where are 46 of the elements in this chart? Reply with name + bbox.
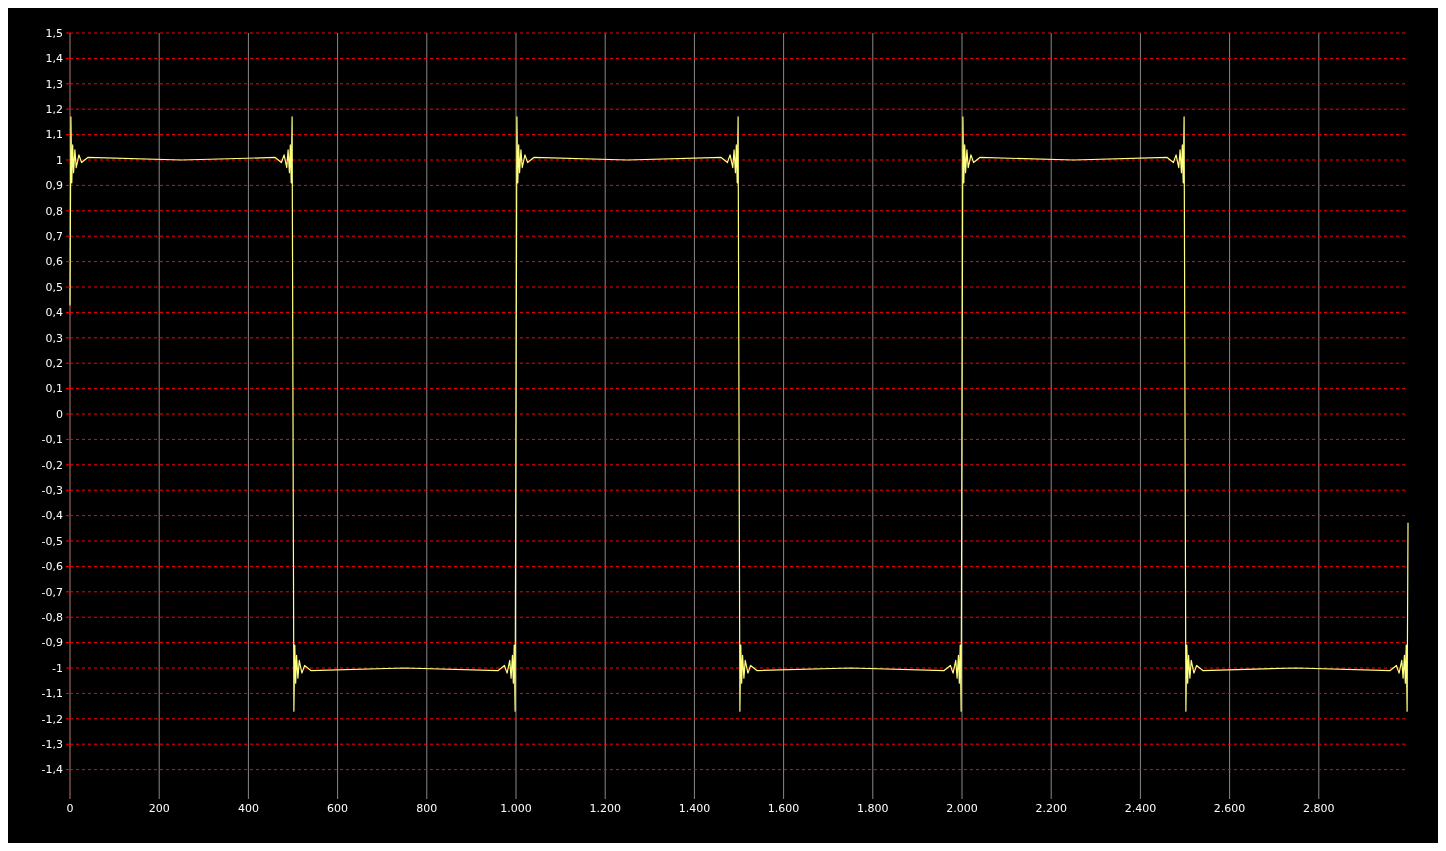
y-tick-label: -0,5 xyxy=(41,534,63,548)
y-tick-label: -0,7 xyxy=(41,585,63,599)
y-tick-label: 0,8 xyxy=(45,204,63,218)
x-tick-label: 200 xyxy=(148,802,170,815)
y-tick-label: 0 xyxy=(56,407,63,421)
x-tick-label: 800 xyxy=(416,802,438,815)
line-series xyxy=(69,116,1409,712)
y-tick-label: -1,2 xyxy=(41,712,63,726)
y-tick-label: 0,2 xyxy=(45,357,63,371)
x-tick-label: 0 xyxy=(66,802,74,815)
y-tick-label: -1,4 xyxy=(41,763,63,777)
y-tick-label: -0,6 xyxy=(41,560,63,574)
y-tick-label: 1,4 xyxy=(45,52,63,66)
x-tick-label: 2.200 xyxy=(1035,802,1067,815)
y-tick-label: 0,6 xyxy=(45,255,63,269)
y-tick-label: 0,9 xyxy=(45,179,63,193)
x-tick-label: 2.600 xyxy=(1213,802,1246,815)
y-tick-label: 1,2 xyxy=(45,103,63,117)
y-tick-label: -0,4 xyxy=(41,509,63,523)
y-tick-label: 1,1 xyxy=(45,128,63,142)
x-tick-label: 2.000 xyxy=(946,802,978,815)
y-tick-label: 0,1 xyxy=(45,382,63,396)
x-tick-label: 2.800 xyxy=(1303,802,1335,815)
x-tick-label: 2.400 xyxy=(1124,802,1157,815)
y-tick-label: -1,3 xyxy=(41,738,63,752)
y-tick-label: 1,3 xyxy=(45,77,63,91)
x-tick-label: 1.600 xyxy=(767,802,800,815)
y-tick-label: -1 xyxy=(52,661,63,675)
y-tick-label: -0,2 xyxy=(41,458,63,472)
y-tick-label: 1,5 xyxy=(45,26,63,40)
x-tick-label: 1.400 xyxy=(678,802,711,815)
y-tick-label: -1,1 xyxy=(41,687,63,701)
x-tick-label: 400 xyxy=(237,802,259,815)
y-tick-label: 0,3 xyxy=(45,331,63,345)
x-tick-label: 600 xyxy=(327,802,349,815)
y-tick-label: -0,1 xyxy=(41,433,63,447)
y-tick-label: -0,8 xyxy=(41,611,63,625)
y-tick-label: 0,5 xyxy=(45,280,63,294)
y-tick-label: 0,4 xyxy=(45,306,63,320)
y-tick-label: -0,3 xyxy=(41,484,63,498)
y-tick-label: 0,7 xyxy=(45,230,63,244)
y-tick-label: 1 xyxy=(56,153,63,167)
x-tick-label: 1.000 xyxy=(500,802,532,815)
y-tick-label: -0,9 xyxy=(41,636,63,650)
x-tick-label: 1.200 xyxy=(589,802,621,815)
x-tick-label: 1.800 xyxy=(857,802,889,815)
